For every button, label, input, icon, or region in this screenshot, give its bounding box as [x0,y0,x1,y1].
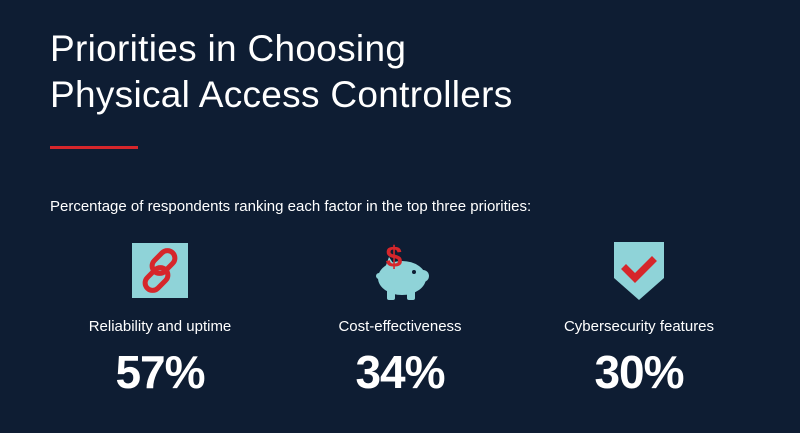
subtitle: Percentage of respondents ranking each f… [50,198,532,215]
stat-value: 30% [594,346,684,398]
stat-label: Cybersecurity features [563,318,715,335]
title-line-2: Physical Access Controllers [50,74,513,115]
stat-value: 34% [355,346,445,398]
stat-label: Reliability and uptime [88,318,232,335]
accent-divider [50,146,138,149]
svg-text:$: $ [386,241,403,274]
stat-reliability: Reliability and uptime 57% [40,240,280,399]
title-line-1: Priorities in Choosing [50,28,407,69]
stat-label: Cost-effectiveness [338,318,462,335]
stat-value: 57% [115,346,205,398]
shield-check-icon [519,240,759,306]
stat-cost: $ Cost-effectiveness 34% [280,240,520,399]
page-title: Priorities in Choosing Physical Access C… [50,26,750,118]
link-chain-icon [40,240,280,306]
piggy-bank-dollar-icon: $ [280,240,520,306]
stat-cybersecurity: Cybersecurity features 30% [519,240,759,399]
